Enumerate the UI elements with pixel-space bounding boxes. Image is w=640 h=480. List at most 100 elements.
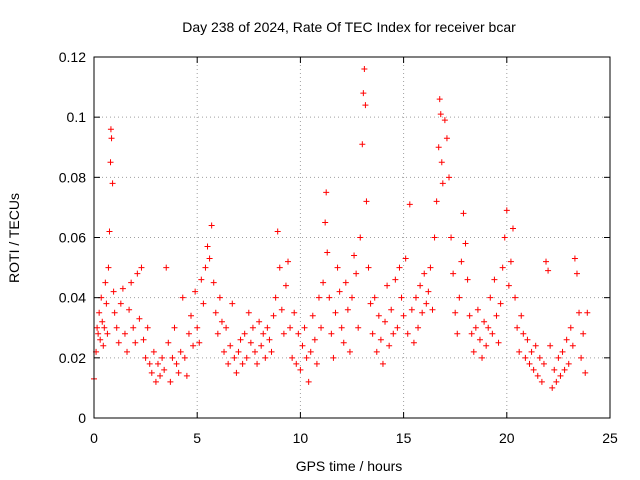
data-point <box>192 288 199 295</box>
data-point <box>322 219 329 226</box>
data-point <box>303 354 310 361</box>
data-point <box>408 306 415 313</box>
data-point <box>287 324 294 331</box>
data-point <box>514 324 521 331</box>
data-point <box>110 288 117 295</box>
y-tick-label: 0 <box>78 410 86 426</box>
data-point <box>571 255 578 262</box>
data-point <box>132 339 139 346</box>
data-point <box>119 285 126 292</box>
data-point <box>159 354 166 361</box>
data-point <box>553 378 560 385</box>
data-point <box>251 348 258 355</box>
data-point <box>278 306 285 313</box>
data-point <box>299 342 306 349</box>
data-point <box>433 198 440 205</box>
data-point <box>425 288 432 295</box>
data-point <box>245 309 252 316</box>
y-tick-label: 0.08 <box>59 169 86 185</box>
data-point <box>282 282 289 289</box>
data-point <box>423 300 430 307</box>
data-point <box>260 330 267 337</box>
data-point <box>458 258 465 265</box>
data-point <box>157 372 164 379</box>
y-tick-label: 0.06 <box>59 230 86 246</box>
data-point <box>342 279 349 286</box>
data-point <box>266 336 273 343</box>
data-point <box>429 306 436 313</box>
y-tick-label: 0.1 <box>67 109 87 125</box>
data-point <box>167 378 174 385</box>
data-point <box>229 300 236 307</box>
data-point <box>117 300 124 307</box>
data-point <box>346 348 353 355</box>
data-point <box>216 294 223 301</box>
data-point <box>501 234 508 241</box>
x-axis-label: GPS time / hours <box>296 458 403 474</box>
data-point <box>323 189 330 196</box>
data-point <box>493 312 500 319</box>
data-point <box>532 342 539 349</box>
data-point <box>487 294 494 301</box>
data-point <box>301 324 308 331</box>
data-point <box>165 339 172 346</box>
data-point <box>363 198 370 205</box>
data-point <box>318 324 325 331</box>
data-point <box>102 279 109 286</box>
data-point <box>565 360 572 367</box>
data-point <box>196 339 203 346</box>
y-tick-label: 0.12 <box>59 49 86 65</box>
data-point <box>394 324 401 331</box>
data-point <box>126 306 133 313</box>
data-point <box>274 228 281 235</box>
y-axis-ticks: 0 0.02 0.04 0.06 0.08 0.1 0.12 <box>59 49 610 426</box>
data-point <box>390 330 397 337</box>
data-point <box>382 318 389 325</box>
data-point <box>512 294 519 301</box>
data-point <box>437 111 444 118</box>
data-point <box>460 210 467 217</box>
data-point <box>99 318 106 325</box>
data-point <box>297 366 304 373</box>
data-point <box>491 276 498 283</box>
data-point <box>355 324 362 331</box>
data-point <box>258 342 265 349</box>
x-tick-label: 0 <box>90 430 98 446</box>
data-point <box>136 315 143 322</box>
data-point <box>536 354 543 361</box>
data-point <box>448 234 455 241</box>
data-point <box>121 330 128 337</box>
data-point <box>543 258 550 265</box>
data-point <box>204 243 211 250</box>
data-point <box>569 342 576 349</box>
data-point <box>452 309 459 316</box>
data-point <box>412 294 419 301</box>
data-point <box>212 309 219 316</box>
data-point <box>142 354 149 361</box>
data-point <box>291 309 298 316</box>
data-point <box>247 339 254 346</box>
data-point <box>479 354 486 361</box>
data-point <box>427 264 434 271</box>
data-point <box>101 324 108 331</box>
data-point <box>466 312 473 319</box>
data-point <box>483 342 490 349</box>
data-point <box>115 339 122 346</box>
data-point <box>443 135 450 142</box>
data-point <box>249 324 256 331</box>
data-point <box>309 312 316 319</box>
y-tick-label: 0.02 <box>59 350 86 366</box>
data-point <box>128 279 135 286</box>
data-point <box>293 360 300 367</box>
data-point <box>371 294 378 301</box>
data-point <box>311 336 318 343</box>
data-point <box>573 270 580 277</box>
data-point <box>567 324 574 331</box>
data-point <box>406 201 413 208</box>
data-point <box>528 348 535 355</box>
data-point <box>367 300 374 307</box>
x-axis-ticks: 0 5 10 15 20 25 <box>90 57 618 446</box>
data-point <box>450 270 457 277</box>
data-point <box>280 330 287 337</box>
data-point <box>328 330 335 337</box>
